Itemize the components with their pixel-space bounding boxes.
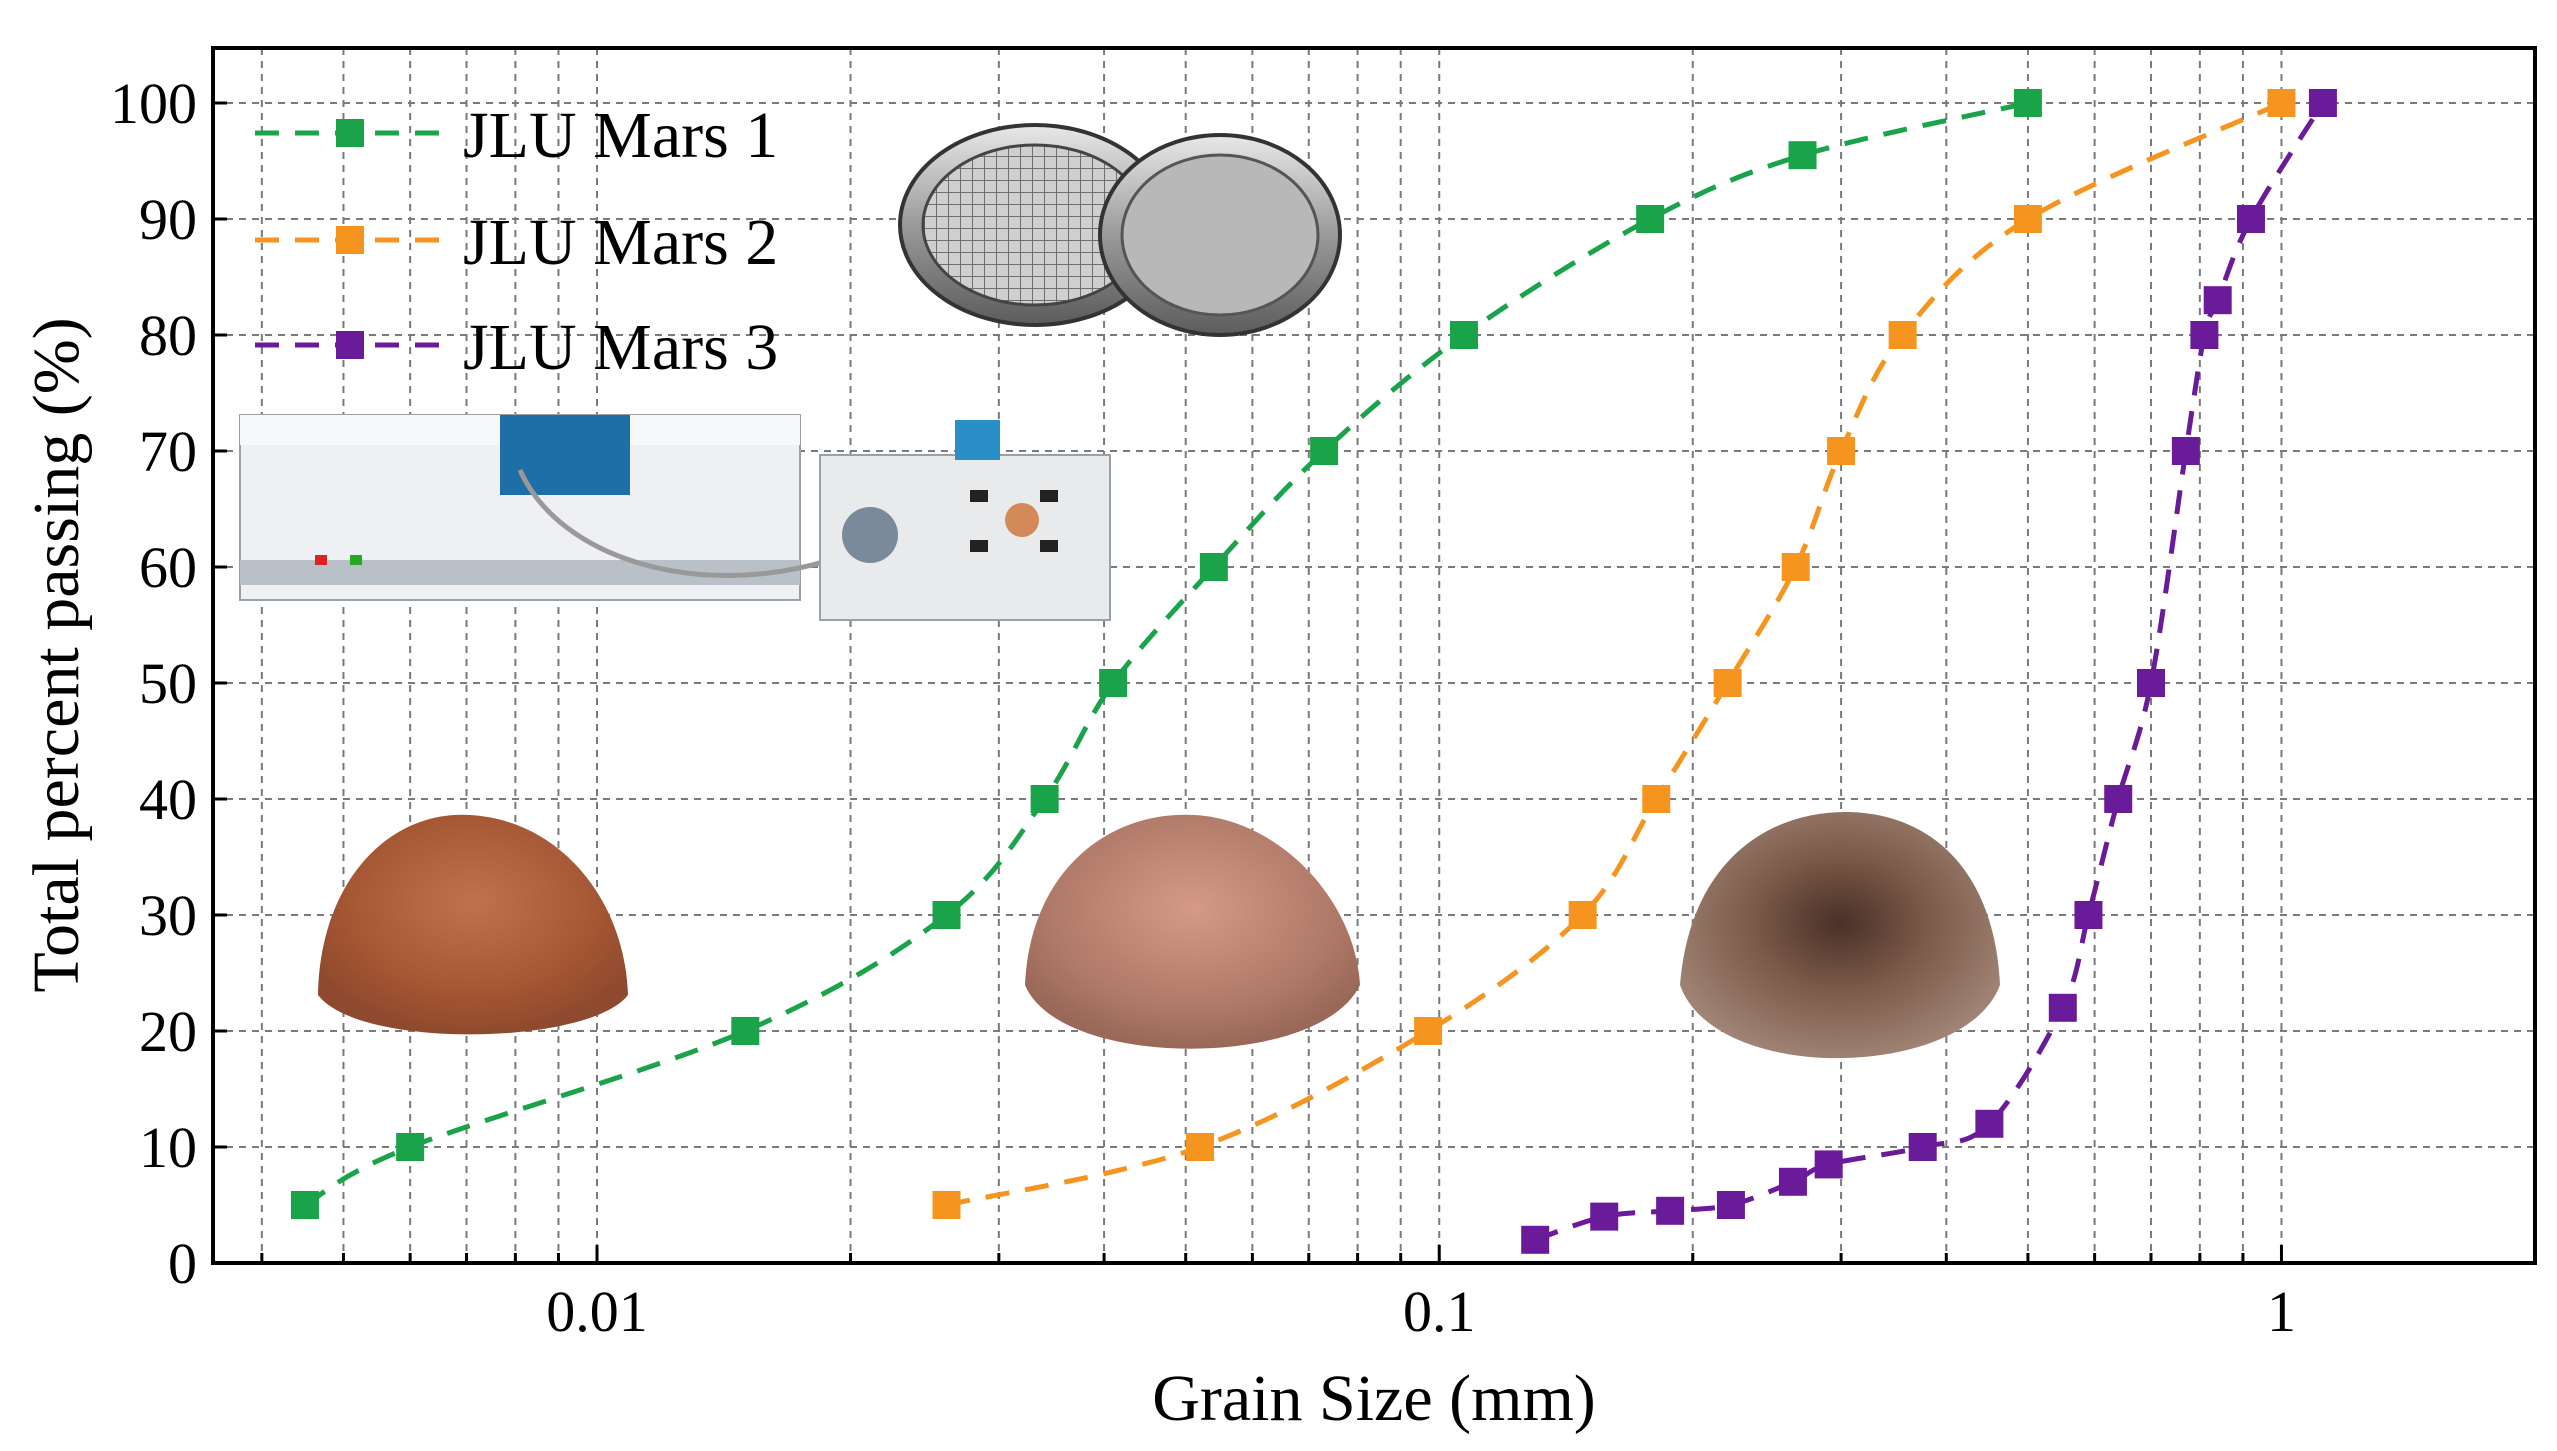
y-tick-label: 70 [139,419,197,484]
y-axis-title: Total percent passing (%) [20,317,93,992]
data-point-jlu-mars-3 [1716,1191,1745,1219]
x-tick-label: 0.1 [1403,1279,1476,1344]
laser-particle-analyzer-photo [239,414,1111,621]
data-point-jlu-mars-3 [2236,205,2265,233]
ticks: 0 10 20 30 40 50 60 70 80 90 100 0.01 0.1 1 [110,71,2537,1344]
data-point-jlu-mars-2 [1186,1133,1215,1161]
legend-item-jlu-mars-3: JLU Mars 3 [255,311,778,384]
x-tick-label: 1 [2267,1279,2296,1344]
data-point-jlu-mars-1 [1636,205,1665,233]
legend-label-jlu-mars-2: JLU Mars 2 [463,206,778,279]
data-point-jlu-mars-3 [1814,1150,1843,1179]
y-tick-label: 0 [168,1231,197,1296]
data-point-jlu-mars-3 [2104,785,2133,813]
data-point-jlu-mars-1 [731,1017,760,1045]
data-point-jlu-mars-1 [2013,89,2042,117]
data-point-jlu-mars-1 [932,901,961,929]
series-jlu-mars-1 [290,89,2042,1219]
legend-marker-jlu-mars-1 [336,119,364,147]
series-line-jlu-mars-3 [1534,101,2326,1243]
data-point-jlu-mars-2 [1888,321,1917,349]
y-tick-label: 60 [139,535,197,600]
data-point-jlu-mars-1 [396,1133,425,1161]
legend-label-jlu-mars-3: JLU Mars 3 [463,311,778,384]
data-point-jlu-mars-3 [1590,1202,1619,1231]
series-layer [290,89,2337,1254]
jlu-mars-3-powder-photo [1680,811,2000,1059]
data-point-jlu-mars-3 [1656,1196,1685,1225]
series-jlu-mars-2 [932,89,2296,1219]
data-point-jlu-mars-2 [1642,785,1671,813]
x-axis-title: Grain Size (mm) [1152,1362,1596,1435]
legend: JLU Mars 1 JLU Mars 2 JLU Mars 3 [255,99,778,384]
data-point-jlu-mars-1 [1099,669,1128,697]
data-point-jlu-mars-3 [2308,89,2337,117]
data-point-jlu-mars-3 [2171,437,2200,465]
legend-item-jlu-mars-1: JLU Mars 1 [255,99,778,172]
y-tick-label: 20 [139,999,197,1064]
data-point-jlu-mars-3 [1975,1109,2004,1138]
y-tick-label: 50 [139,651,197,716]
jlu-mars-2-powder-photo [1025,814,1360,1049]
sieve-photo [898,123,1342,337]
data-point-jlu-mars-3 [2203,286,2232,315]
data-point-jlu-mars-3 [1521,1225,1550,1254]
data-point-jlu-mars-3 [2074,901,2103,929]
y-tick-label: 90 [139,187,197,252]
data-point-jlu-mars-2 [1827,437,1856,465]
data-point-jlu-mars-2 [932,1191,961,1219]
data-point-jlu-mars-1 [1030,785,1059,813]
data-point-jlu-mars-2 [1568,901,1597,929]
data-point-jlu-mars-2 [2013,205,2042,233]
legend-marker-jlu-mars-2 [336,226,364,254]
plot-frame [211,46,2537,1265]
x-tick-label: 0.01 [546,1279,648,1344]
data-point-jlu-mars-3 [2136,669,2165,697]
y-tick-label: 10 [139,1115,197,1180]
y-tick-label: 80 [139,303,197,368]
data-point-jlu-mars-2 [1414,1017,1443,1045]
data-point-jlu-mars-1 [1310,437,1339,465]
data-point-jlu-mars-1 [1788,141,1817,170]
data-point-jlu-mars-1 [1449,321,1478,349]
data-point-jlu-mars-3 [1908,1133,1937,1161]
data-point-jlu-mars-1 [1199,553,1228,581]
series-line-jlu-mars-2 [945,100,2283,1208]
y-tick-label: 30 [139,883,197,948]
legend-marker-jlu-mars-3 [336,331,364,359]
data-point-jlu-mars-2 [2267,89,2296,117]
series-jlu-mars-3 [1521,89,2337,1254]
data-point-jlu-mars-3 [1778,1167,1807,1196]
jlu-mars-1-powder-photo [318,814,628,1035]
data-point-jlu-mars-2 [1713,669,1742,697]
data-point-jlu-mars-2 [1781,553,1810,581]
legend-item-jlu-mars-2: JLU Mars 2 [255,206,778,279]
legend-label-jlu-mars-1: JLU Mars 1 [463,99,778,172]
data-point-jlu-mars-3 [2190,321,2219,349]
data-point-jlu-mars-3 [2048,993,2077,1022]
y-tick-label: 40 [139,767,197,832]
series-line-jlu-mars-1 [303,100,2029,1208]
data-point-jlu-mars-1 [290,1191,319,1219]
y-tick-label: 100 [110,71,197,136]
